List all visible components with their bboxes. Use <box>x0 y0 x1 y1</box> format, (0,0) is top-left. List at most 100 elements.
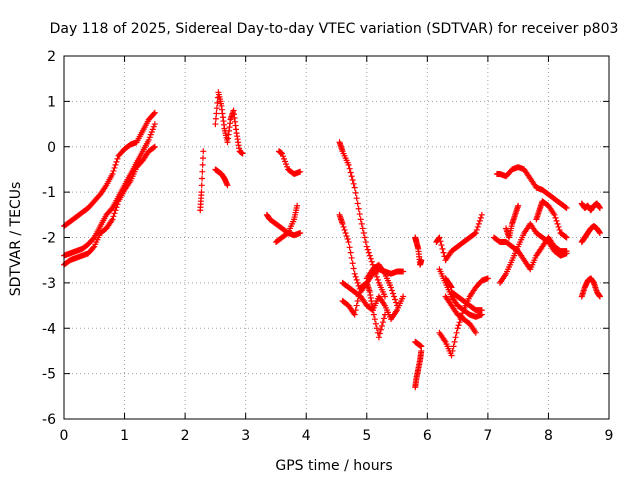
data-point <box>284 163 291 170</box>
data-point <box>348 254 355 261</box>
data-point <box>452 334 459 341</box>
data-point <box>388 284 394 291</box>
data-point <box>346 244 353 251</box>
x-axis-label: GPS time / hours <box>275 458 392 474</box>
data-point <box>373 273 380 280</box>
data-point <box>455 322 462 329</box>
data-point <box>376 330 383 337</box>
data-point <box>556 226 563 233</box>
data-point <box>472 329 479 336</box>
data-point <box>339 220 346 227</box>
data-point <box>454 325 461 332</box>
x-tick-label: 5 <box>362 428 371 444</box>
data-point <box>114 155 121 162</box>
data-point <box>365 249 372 256</box>
data-point <box>90 244 97 251</box>
data-point <box>363 243 370 250</box>
series-arc-5 <box>212 89 246 157</box>
data-point <box>400 268 407 275</box>
data-point <box>297 168 304 175</box>
data-point <box>448 352 455 359</box>
points-layer <box>61 89 603 391</box>
series-arc-30 <box>578 200 603 214</box>
data-point <box>149 126 156 133</box>
data-point <box>378 322 385 329</box>
data-point <box>459 310 466 317</box>
data-point <box>212 121 219 128</box>
data-point <box>451 338 458 345</box>
data-point <box>199 175 206 182</box>
y-tick-label: -6 <box>42 412 56 428</box>
y-tick-label: 1 <box>47 94 56 110</box>
series-arc-15 <box>412 234 425 268</box>
y-tick-label: -2 <box>42 231 56 247</box>
data-point <box>280 153 287 160</box>
data-point <box>283 161 290 168</box>
data-point <box>151 143 158 150</box>
data-point <box>393 299 400 306</box>
data-point <box>358 220 365 227</box>
data-point <box>563 205 570 212</box>
data-point <box>477 214 484 221</box>
data-point <box>345 239 352 246</box>
data-point <box>150 123 157 130</box>
series-arc-28 <box>503 202 522 241</box>
data-point <box>90 235 97 242</box>
data-point <box>440 249 447 256</box>
y-axis-ticks: -6 -5 -4 -3 -2 -1 0 1 2 <box>42 49 609 428</box>
data-point <box>439 245 446 252</box>
data-point <box>380 315 387 322</box>
series-arc-31 <box>578 275 603 300</box>
data-point <box>351 270 358 277</box>
data-point <box>279 150 285 157</box>
data-point <box>418 347 425 354</box>
data-point <box>297 229 304 236</box>
data-point <box>554 220 561 227</box>
data-point <box>355 293 362 300</box>
series-arc-14 <box>363 261 401 309</box>
series-arc-7 <box>263 211 304 239</box>
data-point <box>381 293 388 300</box>
data-point <box>436 234 443 241</box>
data-point <box>347 169 354 176</box>
data-point <box>366 252 373 259</box>
data-point <box>350 265 357 272</box>
data-point <box>367 255 374 262</box>
data-point <box>109 170 116 177</box>
data-point <box>351 311 358 318</box>
data-point <box>553 217 560 224</box>
data-point <box>450 343 457 350</box>
y-tick-label: -5 <box>42 367 56 383</box>
data-point <box>110 167 117 174</box>
data-point <box>342 229 349 236</box>
series-arc-27 <box>533 198 570 241</box>
data-point <box>390 290 397 297</box>
x-tick-label: 7 <box>483 428 492 444</box>
data-point <box>368 258 375 265</box>
data-point <box>353 195 360 202</box>
data-point <box>198 182 205 189</box>
data-point <box>381 311 388 318</box>
data-point <box>359 225 366 232</box>
data-point <box>281 155 288 162</box>
data-point <box>352 273 359 280</box>
data-point <box>341 226 348 233</box>
data-point <box>224 182 231 189</box>
data-point <box>374 276 381 283</box>
data-point <box>108 206 115 213</box>
data-point <box>355 205 362 212</box>
data-point <box>199 155 206 162</box>
series-arc-3 <box>61 143 158 268</box>
data-point <box>484 275 491 282</box>
data-point <box>476 217 483 224</box>
data-point <box>596 229 603 236</box>
series-arc-22 <box>448 288 485 314</box>
data-point <box>351 184 358 191</box>
series-arc-9 <box>272 202 301 246</box>
data-point <box>148 129 155 136</box>
data-point <box>362 239 369 246</box>
data-point <box>282 158 289 165</box>
data-point <box>418 257 425 264</box>
data-point <box>112 207 119 214</box>
data-point <box>350 180 357 187</box>
